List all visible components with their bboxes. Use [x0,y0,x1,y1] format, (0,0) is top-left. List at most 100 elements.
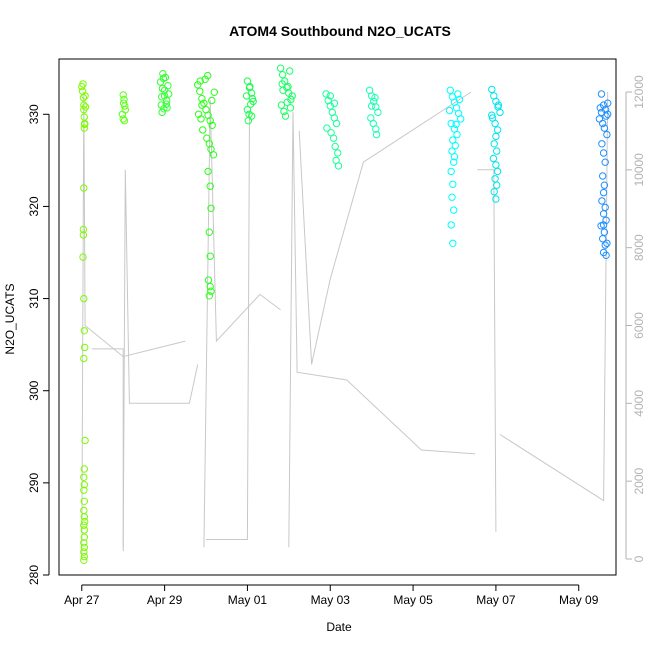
data-point [446,86,454,95]
data-point [200,99,208,107]
data-point [447,119,455,128]
data-point [599,172,607,180]
y-tick-label-left: 310 [27,288,41,308]
data-point [599,210,608,218]
data-point [194,81,202,89]
data-point [80,481,89,489]
x-tick-label: Apr 27 [64,593,100,607]
data-point [329,134,338,142]
data-point [598,197,606,205]
data-points [78,64,612,564]
data-point [599,149,608,157]
data-point [447,167,455,176]
data-point [491,175,499,183]
data-point [245,110,253,119]
data-point [452,120,460,129]
data-point [119,91,127,99]
data-point [448,193,456,201]
data-point [80,465,89,473]
data-point [163,96,171,105]
y-tick-label-right: 8000 [632,234,646,261]
data-point [194,110,203,119]
data-point [286,67,294,75]
data-point [157,101,166,109]
data-point [158,93,166,101]
data-point [208,121,216,130]
data-point [80,513,89,521]
data-point [80,473,88,481]
altitude-line-8 [499,91,609,502]
data-point [80,294,88,303]
data-point [278,71,287,79]
data-point [488,111,496,119]
data-point [488,85,496,94]
data-point [600,124,609,132]
x-tick-label: Apr 29 [147,593,183,607]
y-tick-label-left: 330 [27,104,41,124]
data-point [332,119,341,128]
data-point [80,526,89,534]
data-point [600,181,609,189]
y-tick-label-left: 300 [27,380,41,400]
data-point [494,101,503,109]
data-point [603,239,611,248]
data-point [604,99,612,107]
altitude-series [81,91,609,560]
data-point [449,180,457,189]
data-point [81,92,89,100]
x-axis: Apr 27 Apr 29 May 01 May 03 May 05 May 07 May … [64,584,599,607]
y-tick-label-right: 0 [632,555,646,562]
data-point [288,92,296,100]
data-point [81,343,89,352]
y-tick-label-right: 2000 [632,467,646,494]
x-tick-label: May 03 [311,593,351,607]
x-tick-label: May 09 [559,593,599,607]
data-point [601,241,609,249]
data-point [602,251,610,260]
data-point [597,90,606,98]
data-point [121,106,130,114]
data-point [599,188,608,197]
data-point [80,556,88,564]
data-point [196,87,204,96]
data-point [323,124,331,132]
data-point [492,132,500,141]
data-point [197,115,205,123]
x-tick-label: May 05 [393,593,433,607]
data-point [80,548,88,556]
data-point [80,497,89,505]
data-point [445,106,454,115]
data-point [80,521,88,529]
y-tick-label-right: 6000 [632,312,646,339]
data-point [493,181,501,189]
data-point [491,119,499,128]
data-point [490,140,498,148]
data-point [162,100,171,108]
data-point [80,354,88,363]
data-point [80,101,88,109]
data-point [80,543,89,552]
data-point [201,75,209,84]
data-point [204,167,212,176]
data-point [80,124,89,132]
data-point [158,108,166,117]
data-point [198,101,206,109]
data-point [79,231,88,239]
data-point [449,239,457,248]
data-point [490,188,498,196]
y-axis-right: 0 2000 4000 6000 8000 10000 12000 [625,75,646,562]
data-point [371,94,379,102]
data-point [453,130,461,139]
data-point [595,115,604,123]
data-point [81,120,89,129]
data-point [599,119,607,128]
x-axis-label: Date [326,620,352,634]
plot-frame [58,58,617,576]
data-point [81,103,90,111]
data-point [80,533,89,541]
data-point [601,203,609,212]
data-point [599,221,608,229]
data-point [599,235,607,243]
data-point [596,104,604,112]
altitude-line-4 [206,111,250,540]
